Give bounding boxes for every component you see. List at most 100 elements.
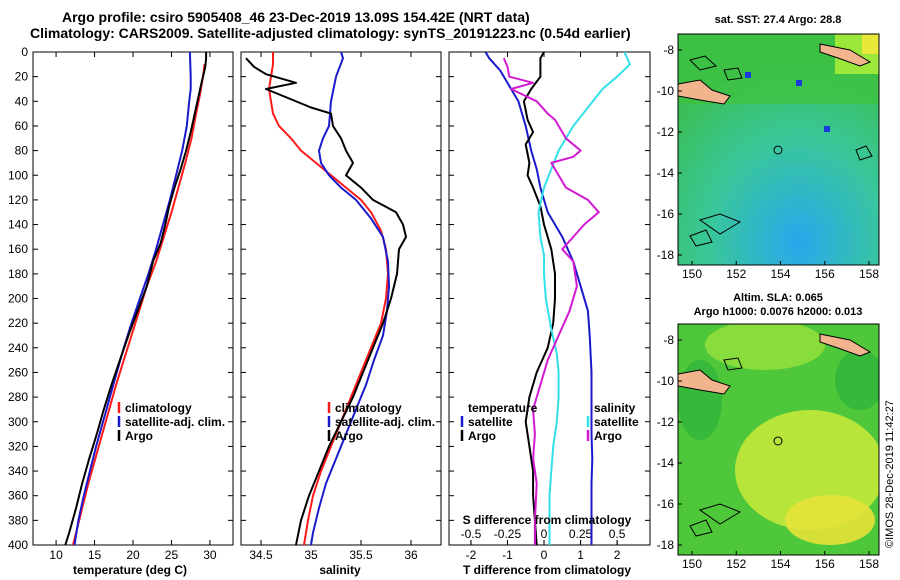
x-tick-label: -1 bbox=[502, 548, 513, 562]
sla-map-title-1: Altim. SLA: 0.065 bbox=[733, 292, 823, 304]
legend-label-t-argo: Argo bbox=[468, 429, 496, 443]
y-tick-label: 0 bbox=[21, 45, 28, 59]
lon-tick-label: 152 bbox=[726, 557, 746, 571]
depth-axis: 0 20 40 60 80 100 120 140 160 180 200 220 240 260 280 3… bbox=[8, 45, 650, 552]
sla-map-title-2: Argo h1000: 0.0076 h2000: 0.013 bbox=[694, 306, 863, 318]
x-tick-label: 35.5 bbox=[349, 548, 373, 562]
lon-tick-label: 156 bbox=[815, 557, 835, 571]
title-line-2: Climatology: CARS2009. Satellite-adjuste… bbox=[30, 25, 631, 41]
lon-tick-label: 152 bbox=[726, 267, 746, 281]
series-difference-s-satellite bbox=[537, 52, 631, 545]
x-tick-label: 2 bbox=[614, 548, 621, 562]
sla-map bbox=[678, 324, 879, 555]
series-salinity-satellite-adj-clim- bbox=[310, 52, 390, 545]
lon-tick-label: 150 bbox=[682, 267, 702, 281]
difference-panel bbox=[448, 51, 651, 546]
series-difference-s-argo bbox=[502, 57, 600, 545]
y-tick-label: 180 bbox=[8, 267, 28, 281]
x-tick-label: -0.5 bbox=[461, 527, 482, 541]
sla-high bbox=[705, 324, 825, 370]
x-tick-label: 35 bbox=[304, 548, 318, 562]
difference-series bbox=[484, 52, 631, 545]
x-tick-label: 20 bbox=[126, 548, 140, 562]
x-tick-label: 15 bbox=[88, 548, 102, 562]
x-tick-label: 0 bbox=[541, 527, 548, 541]
sst-pixel bbox=[824, 126, 830, 132]
series-temperature-satellite-adj-clim- bbox=[73, 52, 192, 545]
y-tick-label: 280 bbox=[8, 390, 28, 404]
sla-low bbox=[835, 350, 879, 410]
lon-tick-label: 158 bbox=[859, 557, 879, 571]
coastline bbox=[689, 357, 743, 537]
temperature-legend: climatology satellite-adj. clim. Argo bbox=[117, 401, 225, 443]
series-difference-t-argo bbox=[522, 52, 556, 545]
sst-map bbox=[678, 34, 879, 265]
lon-tick-label: 154 bbox=[770, 267, 790, 281]
temperature-panel bbox=[32, 51, 234, 546]
salinity-legend: climatology satellite-adj. clim. Argo bbox=[327, 401, 435, 443]
imos-credit: ©IMOS 28-Dec-2019 11:42:27 bbox=[884, 400, 896, 548]
sst-pixel bbox=[796, 80, 802, 86]
y-tick-label: 20 bbox=[15, 70, 29, 84]
lat-tick-label: -8 bbox=[663, 43, 674, 57]
x-tick-label: 25 bbox=[165, 548, 179, 562]
y-tick-label: 160 bbox=[8, 242, 28, 256]
lat-tick-label: -18 bbox=[657, 248, 675, 262]
legend-label-climatology: climatology bbox=[335, 401, 402, 415]
sst-map-axes: -8 -10 -12 -14 -16 -18 150 152 154 156 158 bbox=[657, 43, 880, 281]
sst-pixel bbox=[745, 72, 751, 78]
lon-tick-label: 156 bbox=[815, 267, 835, 281]
legend-label-s-argo: Argo bbox=[594, 429, 622, 443]
land-solomon bbox=[819, 333, 872, 357]
argo-location-marker bbox=[773, 145, 783, 155]
x-tick-label: 1 bbox=[577, 548, 584, 562]
difference-xlabel: T difference from climatology bbox=[463, 563, 631, 577]
y-tick-label: 40 bbox=[15, 94, 29, 108]
lat-tick-label: -14 bbox=[657, 456, 675, 470]
legend-label-climatology: climatology bbox=[125, 401, 192, 415]
land-papua bbox=[678, 79, 731, 105]
lat-tick-label: -16 bbox=[657, 497, 675, 511]
salinity-xlabel: salinity bbox=[319, 563, 361, 577]
difference-temperature-legend: temperature satellite Argo bbox=[460, 401, 538, 443]
series-salinity-argo bbox=[245, 57, 407, 545]
x-tick-label: -0.25 bbox=[494, 527, 522, 541]
land-solomon bbox=[819, 43, 872, 67]
y-tick-label: 60 bbox=[15, 119, 29, 133]
lat-tick-label: -8 bbox=[663, 333, 674, 347]
s-difference-label: S difference from climatology bbox=[463, 513, 632, 527]
temperature-xlabel: temperature (deg C) bbox=[73, 563, 187, 577]
sst-map-frame bbox=[677, 33, 880, 266]
sst-hot-patch bbox=[862, 34, 879, 54]
lat-tick-label: -12 bbox=[657, 415, 675, 429]
legend-label-satellite: satellite-adj. clim. bbox=[335, 415, 435, 429]
sla-peak bbox=[785, 495, 875, 545]
x-tick-label: 30 bbox=[203, 548, 217, 562]
y-tick-label: 140 bbox=[8, 218, 28, 232]
salinity-series bbox=[245, 52, 407, 545]
temperature-series bbox=[64, 52, 208, 545]
x-tick-label: 34.5 bbox=[249, 548, 273, 562]
y-tick-label: 240 bbox=[8, 341, 28, 355]
difference-salinity-legend: salinity satellite Argo bbox=[586, 401, 639, 443]
title-line-1: Argo profile: csiro 5905408_46 23-Dec-20… bbox=[62, 9, 530, 25]
y-tick-label: 100 bbox=[8, 168, 28, 182]
y-tick-label: 360 bbox=[8, 489, 28, 503]
y-tick-label: 340 bbox=[8, 464, 28, 478]
lat-tick-label: -18 bbox=[657, 538, 675, 552]
y-tick-label: 380 bbox=[8, 513, 28, 527]
y-tick-label: 300 bbox=[8, 415, 28, 429]
lat-tick-label: -12 bbox=[657, 125, 675, 139]
argo-location-marker bbox=[773, 436, 783, 446]
x-tick-label: 0 bbox=[541, 548, 548, 562]
y-tick-label: 80 bbox=[15, 144, 29, 158]
legend-label-s-satellite: satellite bbox=[594, 415, 639, 429]
lon-tick-label: 150 bbox=[682, 557, 702, 571]
legend-label-argo: Argo bbox=[125, 429, 153, 443]
y-tick-label: 400 bbox=[8, 538, 28, 552]
lat-tick-label: -10 bbox=[657, 374, 675, 388]
sla-map-frame bbox=[677, 323, 880, 556]
y-tick-label: 220 bbox=[8, 316, 28, 330]
x-tick-label: 36 bbox=[404, 548, 418, 562]
